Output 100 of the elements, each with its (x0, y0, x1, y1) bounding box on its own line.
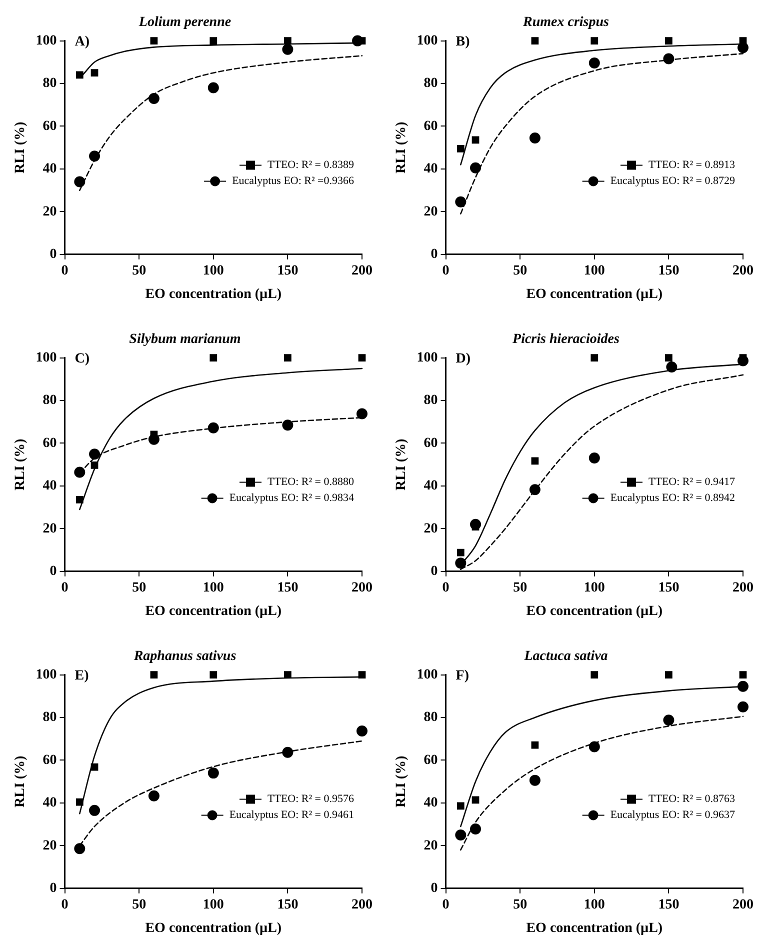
chart-title: Lolium perenne (138, 15, 232, 30)
x-axis-title: EO concentration (µL) (145, 287, 282, 302)
point (358, 671, 366, 678)
chart-title: Raphanus sativus (132, 649, 237, 664)
x-tick-label: 200 (352, 897, 372, 912)
y-tick-label: 40 (42, 162, 57, 177)
x-tick-label: 50 (132, 263, 146, 278)
x-tick-label: 0 (61, 897, 68, 912)
point (529, 774, 540, 786)
point (150, 37, 158, 44)
point (588, 452, 600, 464)
y-tick-label: 0 (50, 881, 57, 896)
legend-label: TTEO: R² = 0.8763 (648, 793, 736, 806)
y-tick-label: 40 (42, 478, 57, 494)
point (665, 354, 672, 362)
point (76, 71, 84, 79)
y-tick-label: 60 (42, 436, 57, 451)
x-axis-title: EO concentration (µL) (526, 921, 663, 936)
x-tick-label: 200 (352, 263, 372, 278)
point (284, 37, 292, 44)
x-axis-title: EO concentration (µL) (526, 604, 663, 620)
y-tick-label: 0 (430, 564, 438, 580)
x-tick-label: 100 (202, 580, 224, 596)
x-tick-label: 0 (442, 263, 450, 278)
point (358, 354, 366, 362)
x-tick-label: 50 (513, 897, 528, 912)
y-axis-title: RLI (%) (394, 121, 410, 174)
point (666, 361, 678, 372)
x-tick-label: 150 (658, 580, 680, 596)
point (74, 843, 86, 854)
y-tick-label: 0 (50, 247, 57, 262)
point (76, 798, 84, 806)
point (76, 496, 84, 504)
x-tick-label: 200 (732, 263, 754, 278)
x-tick-label: 200 (732, 897, 754, 912)
point (89, 448, 100, 460)
y-tick-label: 40 (424, 796, 438, 811)
annotation: B) (456, 34, 470, 50)
point (208, 768, 219, 779)
point (210, 37, 218, 44)
point (456, 144, 464, 152)
legend-label: TTEO: R² = 0.8880 (268, 476, 354, 488)
annotation: C) (74, 351, 90, 366)
x-tick-label: 150 (277, 263, 298, 278)
point (148, 92, 160, 104)
x-tick-label: 100 (202, 897, 224, 912)
x-tick-label: 0 (442, 897, 450, 912)
y-tick-label: 0 (430, 247, 438, 262)
point (74, 176, 86, 188)
y-tick-label: 80 (424, 76, 438, 92)
point (470, 824, 482, 835)
point (663, 714, 674, 726)
annotation: D) (456, 351, 471, 366)
y-tick-label: 60 (42, 118, 57, 134)
x-tick-label: 200 (352, 580, 372, 596)
y-tick-label: 80 (42, 76, 57, 92)
y-tick-label: 100 (36, 667, 57, 682)
x-tick-label: 0 (61, 580, 68, 596)
point (472, 796, 480, 804)
legend-label: Eucalyptus EO: R² = 0.9637 (610, 809, 736, 822)
point (470, 162, 482, 174)
y-axis-title: RLI (%) (394, 438, 410, 490)
point (529, 484, 540, 496)
point (590, 354, 598, 362)
point (208, 82, 219, 94)
annotation: E) (74, 668, 90, 684)
y-tick-label: 60 (42, 752, 57, 768)
point (356, 725, 368, 736)
annotation: A) (74, 34, 90, 50)
point (90, 69, 98, 77)
point (529, 132, 540, 144)
x-tick-label: 100 (202, 263, 224, 278)
point (739, 671, 747, 678)
y-axis-title: RLI (%) (394, 755, 410, 808)
y-tick-label: 20 (424, 521, 438, 536)
point (210, 671, 218, 678)
point (210, 354, 218, 362)
point (284, 354, 292, 362)
legend-label: Eucalyptus EO: R² = 0.9834 (229, 492, 354, 504)
x-axis-title: EO concentration (µL) (145, 604, 282, 620)
point (665, 37, 672, 44)
y-tick-label: 80 (42, 393, 57, 408)
point (456, 548, 464, 556)
x-tick-label: 150 (277, 897, 298, 912)
legend-label: Eucalyptus EO: R² = 0.8942 (610, 492, 736, 504)
x-tick-label: 150 (658, 897, 680, 912)
point (282, 420, 294, 431)
legend-label: TTEO: R² = 0.8389 (268, 159, 354, 172)
y-tick-label: 40 (42, 796, 57, 811)
x-tick-label: 50 (513, 580, 528, 596)
x-tick-label: 150 (658, 263, 680, 278)
y-tick-label: 40 (424, 478, 438, 494)
point (588, 741, 600, 752)
legend-label: TTEO: R² = 0.9417 (648, 476, 736, 488)
point (531, 37, 539, 44)
point (663, 53, 674, 64)
legend-label: TTEO: R² = 0.8913 (648, 159, 736, 172)
y-tick-label: 0 (50, 564, 57, 580)
y-tick-label: 80 (424, 393, 438, 408)
y-tick-label: 20 (424, 204, 438, 220)
